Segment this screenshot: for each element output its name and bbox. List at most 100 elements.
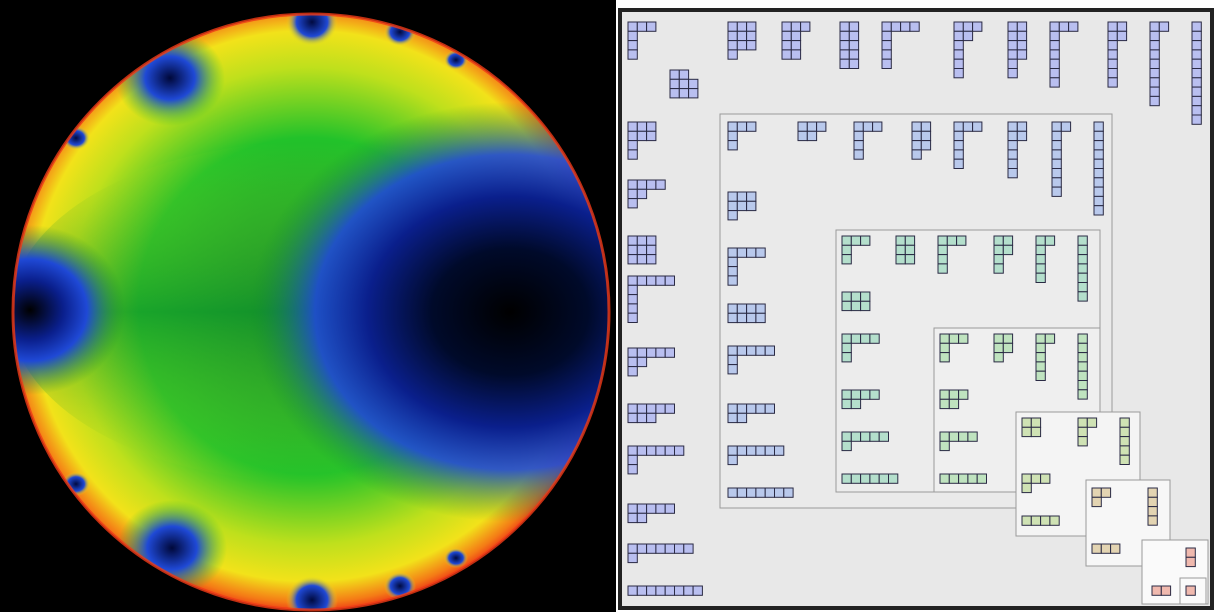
partition-shape (627, 503, 676, 524)
partition-cell (1191, 105, 1202, 116)
partition-cell (904, 244, 916, 256)
partition-cell (848, 21, 860, 32)
partition-shape (1077, 333, 1088, 400)
partition-cell (1077, 263, 1088, 274)
partition-cell (755, 247, 766, 258)
partition-cell (1044, 235, 1056, 246)
partition-cell (904, 235, 916, 246)
partition-cell (736, 403, 748, 414)
partition-cell (636, 21, 648, 32)
partition-cell (781, 40, 792, 51)
partition-cell (1007, 121, 1018, 132)
partition-cell (627, 503, 638, 514)
partition-cell (627, 356, 638, 368)
partition-cell (727, 130, 738, 142)
partition-cell (797, 130, 808, 142)
partition-cell (841, 235, 852, 246)
partition-cell (655, 503, 666, 514)
partition-cell (841, 440, 852, 452)
partition-cell (1149, 77, 1160, 88)
partition-cell (860, 431, 871, 442)
partition-cell (841, 473, 852, 484)
partition-cell (1100, 543, 1112, 554)
partition-cell (1035, 333, 1046, 344)
partition-cell (1077, 370, 1088, 382)
partition-cell (627, 40, 638, 51)
partition-cell (1077, 436, 1088, 447)
partition-cell (755, 303, 766, 314)
partition-cell (1007, 21, 1018, 32)
partition-cell (1002, 333, 1014, 344)
partition-cell (862, 121, 874, 132)
partition-cell (1149, 49, 1160, 60)
partition-cell (1021, 426, 1032, 438)
partition-cell (655, 179, 666, 190)
partition-cell (646, 503, 657, 514)
partition-cell (953, 40, 964, 51)
partition-cell (848, 58, 860, 70)
partition-shape (1035, 235, 1056, 284)
partition-cell (664, 403, 676, 414)
partition-cell (1149, 30, 1160, 42)
partition-cell (627, 412, 638, 424)
partition-shape (627, 403, 676, 424)
partition-cell (1077, 282, 1088, 293)
partition-cell (853, 149, 864, 160)
partition-cell (1044, 333, 1056, 344)
partition-cell (664, 445, 676, 456)
partition-cell (806, 121, 818, 132)
partition-cell (958, 389, 969, 400)
partition-shape (937, 235, 967, 274)
partition-cell (636, 503, 648, 514)
partition-cell (727, 256, 738, 268)
partition-shape (727, 303, 766, 324)
partition-shape (841, 389, 880, 410)
partition-cell (1040, 473, 1051, 484)
partition-cell (783, 487, 794, 498)
partition-cell (727, 364, 738, 375)
partition-cell (1021, 473, 1032, 484)
partition-cell (646, 179, 657, 190)
partition-cell (911, 149, 922, 160)
partition-cell (946, 235, 958, 246)
partition-cell (790, 21, 802, 32)
partition-cell (646, 412, 657, 424)
partition-cell (636, 403, 648, 414)
partition-cell (1035, 263, 1046, 274)
partition-cell (1149, 68, 1160, 79)
partition-shape (1051, 121, 1072, 197)
partition-cell (664, 543, 676, 554)
partition-cell (1191, 30, 1202, 42)
partition-cell (953, 58, 964, 70)
partition-cell (1035, 272, 1046, 284)
partition-cell (1149, 58, 1160, 70)
partition-cell (953, 158, 964, 169)
partition-cell (636, 347, 648, 358)
partition-cell (781, 30, 792, 42)
partition-cell (909, 21, 920, 32)
partition-shape (1035, 333, 1056, 382)
partition-cell (1007, 149, 1018, 160)
partition-cell (1151, 585, 1162, 596)
partition-cell (1051, 140, 1062, 151)
partition-cell (627, 543, 638, 554)
partition-cell (655, 275, 666, 286)
partition-cell (636, 254, 648, 265)
partition-cell (895, 244, 906, 256)
partition-cell (736, 21, 748, 32)
partition-cell (646, 585, 657, 596)
partition-cell (1002, 235, 1014, 246)
partition-cell (764, 345, 775, 356)
partition-cell (1185, 585, 1196, 596)
partition-cell (1116, 21, 1128, 32)
partition-cell (911, 140, 922, 151)
partition-shape (727, 487, 794, 498)
partition-cell (958, 473, 969, 484)
partition-shape (1093, 121, 1104, 216)
partition-shape (895, 235, 916, 265)
partition-cell (636, 179, 648, 190)
partition-cell (1049, 40, 1060, 51)
partition-cell (1060, 121, 1072, 132)
partition-cell (841, 244, 852, 256)
partition-cell (683, 543, 694, 554)
